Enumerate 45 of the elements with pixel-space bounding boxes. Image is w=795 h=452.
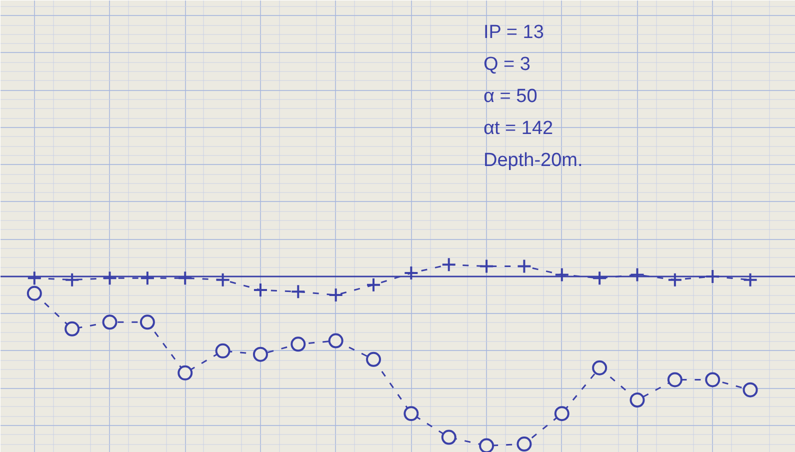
point [592, 270, 608, 286]
point [479, 258, 494, 274]
point [667, 272, 682, 288]
text: αt = 142 [484, 118, 554, 139]
point [102, 270, 118, 286]
point [441, 257, 456, 272]
text: α = 50 [484, 86, 538, 107]
point [554, 267, 570, 282]
point [705, 268, 720, 284]
point [630, 392, 645, 408]
point [26, 270, 42, 286]
point [290, 284, 306, 300]
point [64, 272, 80, 288]
point [366, 352, 382, 367]
point [215, 272, 230, 288]
point [328, 333, 344, 348]
point [516, 258, 532, 274]
point [140, 270, 155, 286]
text: IP = 13 [484, 22, 544, 43]
point [366, 277, 382, 292]
point [178, 365, 193, 380]
point [742, 382, 758, 398]
point [140, 314, 155, 330]
point [102, 314, 118, 330]
text: Q = 3 [484, 54, 530, 75]
point [26, 286, 42, 301]
point [554, 406, 570, 422]
point [705, 372, 720, 388]
point [630, 267, 645, 282]
point [404, 266, 419, 281]
point [178, 270, 193, 286]
point [215, 343, 230, 358]
point [290, 336, 306, 352]
point [252, 346, 268, 362]
point [252, 282, 268, 298]
point [592, 360, 608, 376]
point [64, 321, 80, 336]
point [742, 272, 758, 288]
text: Depth-20m. [484, 150, 583, 171]
point [516, 436, 532, 452]
point [441, 430, 456, 445]
point [328, 288, 344, 303]
point [479, 438, 494, 452]
point [667, 372, 682, 388]
point [404, 406, 419, 422]
